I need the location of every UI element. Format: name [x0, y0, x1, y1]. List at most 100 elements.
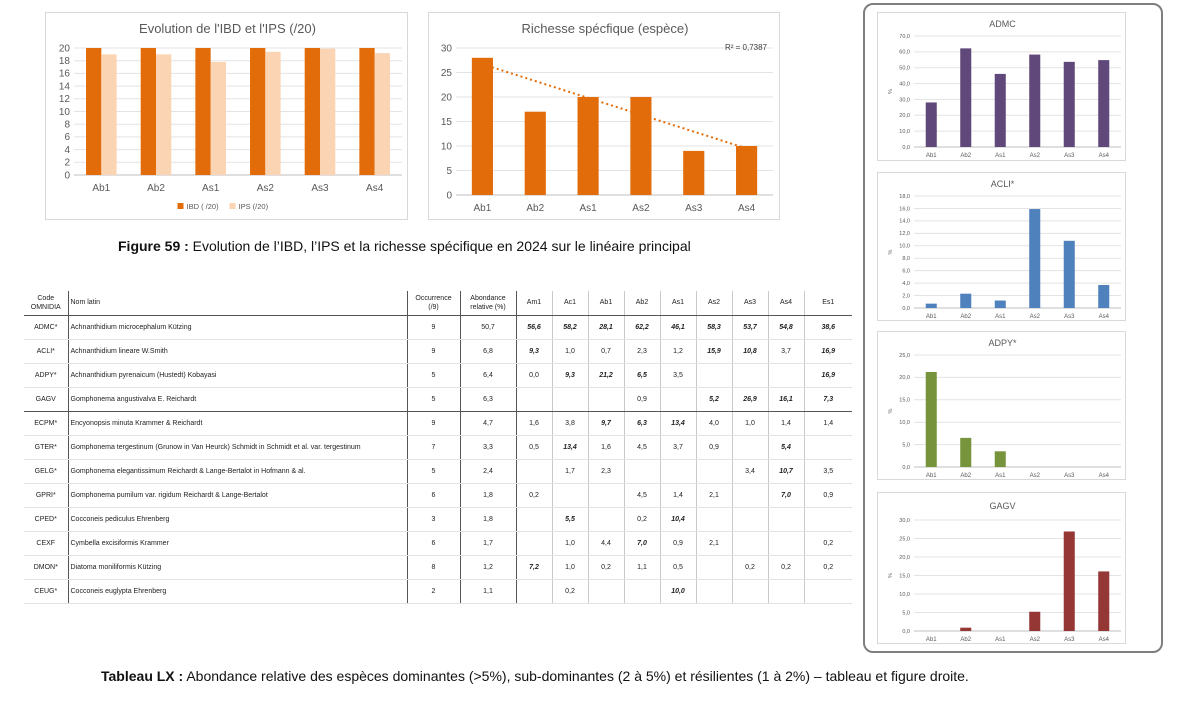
x-tick-label: As1 — [995, 153, 1006, 159]
cell-abundance: 3,3 — [460, 435, 517, 460]
cell-site-value: 4,4 — [588, 531, 625, 556]
header-site: Ab1 — [588, 291, 625, 316]
cell-site-value: 1,6 — [588, 435, 625, 460]
cell-site-value: 5,4 — [768, 435, 805, 460]
bar — [1063, 61, 1075, 148]
cell-latin: Achnanthidium microcephalum Kützing — [68, 315, 408, 340]
cell-code: GPRI* — [24, 483, 69, 508]
cell-site-value: 1,0 — [552, 531, 589, 556]
cell-site-value — [516, 459, 553, 484]
cell-occurrence: 6 — [407, 483, 461, 508]
cell-site-value: 1,2 — [660, 339, 697, 364]
x-tick-label: Ab1 — [926, 637, 937, 643]
legend-swatch — [229, 203, 236, 209]
table-row: GPRI* Gomphonema pumilum var. rigidum Rei… — [24, 483, 852, 508]
cell-site-value: 0,2 — [552, 579, 589, 604]
cell-site-value: 0,9 — [624, 387, 661, 412]
cell-site-value — [732, 435, 769, 460]
y-tick-label: 12 — [59, 94, 71, 105]
cell-site-value — [732, 579, 769, 604]
cell-site-value: 56,6 — [516, 315, 553, 340]
figure-caption-text: Evolution de l’IBD, l’IPS et la richesse… — [188, 238, 691, 254]
cell-code: ADPY* — [24, 363, 69, 388]
x-tick-label: As3 — [1064, 637, 1075, 643]
cell-abundance: 4,7 — [460, 411, 517, 436]
cell-site-value: 10,8 — [732, 339, 769, 364]
cell-site-value: 16,1 — [768, 387, 805, 412]
cell-site-value: 13,4 — [552, 435, 589, 460]
cell-site-value: 62,2 — [624, 315, 661, 340]
bar — [577, 97, 599, 195]
cell-occurrence: 7 — [407, 435, 461, 460]
y-tick-label: 20 — [59, 43, 71, 54]
bar — [960, 293, 972, 308]
cell-site-value — [588, 387, 625, 412]
cell-site-value — [732, 531, 769, 556]
x-tick-label: As3 — [1064, 153, 1075, 159]
cell-site-value: 3,5 — [660, 363, 697, 388]
y-tick-label: 6 — [64, 132, 70, 143]
x-tick-label: As2 — [1030, 314, 1041, 320]
chart-title: GAGV — [989, 501, 1015, 511]
cell-site-value: 0,2 — [804, 555, 852, 580]
x-tick-label: As3 — [311, 183, 329, 194]
table-row: CEUG* Cocconeis euglypta Ehrenberg 2 1,1 0,2… — [24, 579, 852, 604]
y-tick-label: 70,0 — [899, 34, 910, 40]
cell-site-value: 0,2 — [732, 555, 769, 580]
x-tick-label: As1 — [995, 473, 1006, 479]
header-site: Es1 — [804, 291, 852, 316]
cell-site-value: 7,0 — [624, 531, 661, 556]
cell-site-value: 7,2 — [516, 555, 553, 580]
cell-code: GAGV — [24, 387, 69, 412]
table-row: ECPM* Encyonopsis minuta Krammer & Reicha… — [24, 411, 852, 436]
y-tick-label: 10,0 — [899, 244, 910, 250]
cell-site-value: 1,0 — [552, 555, 589, 580]
cell-latin: Gomphonema angustivalva E. Reichardt — [68, 387, 408, 412]
bar — [1029, 54, 1041, 147]
y-tick-label: 4,0 — [902, 281, 910, 287]
cell-site-value: 0,9 — [696, 435, 733, 460]
bar — [320, 48, 336, 176]
cell-site-value — [552, 387, 589, 412]
y-tick-label: 4 — [64, 145, 70, 156]
y-tick-label: 18,0 — [899, 194, 910, 200]
bar — [960, 437, 972, 467]
cell-latin: Cymbella excisiformis Krammer — [68, 531, 408, 556]
cell-site-value: 3,7 — [768, 339, 805, 364]
cell-code: ECPM* — [24, 411, 69, 436]
x-tick-label: Ab2 — [960, 473, 971, 479]
cell-site-value: 10,7 — [768, 459, 805, 484]
cell-occurrence: 3 — [407, 507, 461, 532]
cell-site-value: 9,3 — [552, 363, 589, 388]
y-tick-label: 14 — [59, 81, 71, 92]
cell-site-value: 54,8 — [768, 315, 805, 340]
bar — [1029, 611, 1041, 631]
cell-site-value: 53,7 — [732, 315, 769, 340]
bar — [925, 372, 937, 467]
cell-site-value — [516, 531, 553, 556]
x-tick-label: As4 — [1099, 314, 1110, 320]
table-row: CPED* Cocconeis pediculus Ehrenberg 3 1,8 5,… — [24, 507, 852, 532]
cell-occurrence: 5 — [407, 387, 461, 412]
cell-site-value — [732, 363, 769, 388]
cell-site-value: 10,0 — [660, 579, 697, 604]
bar — [265, 51, 281, 176]
cell-site-value: 2,3 — [624, 339, 661, 364]
y-tick-label: 10 — [441, 141, 453, 152]
legend-label: IPS (/20) — [239, 202, 269, 211]
x-tick-label: Ab1 — [92, 183, 110, 194]
cell-site-value: 26,9 — [732, 387, 769, 412]
x-tick-label: As2 — [1030, 153, 1041, 159]
cell-abundance: 2,4 — [460, 459, 517, 484]
chart-richesse: Richesse spécfique (espèce) 0 5 10 15 20 25 30 A… — [428, 12, 780, 220]
y-tick-label: 50,0 — [899, 66, 910, 72]
x-tick-label: Ab1 — [926, 314, 937, 320]
cell-site-value: 4,5 — [624, 483, 661, 508]
cell-site-value: 21,2 — [588, 363, 625, 388]
bar — [994, 451, 1006, 467]
x-tick-label: As3 — [1064, 314, 1075, 320]
cell-site-value: 1,4 — [660, 483, 697, 508]
chart-acli: ACLI* 0,0 2,0 4,0 6,0 8,0 10,0 12,0 14,0 16,0 18,0… — [877, 172, 1126, 321]
y-tick-label: 15 — [441, 117, 453, 128]
x-tick-label: Ab2 — [960, 314, 971, 320]
